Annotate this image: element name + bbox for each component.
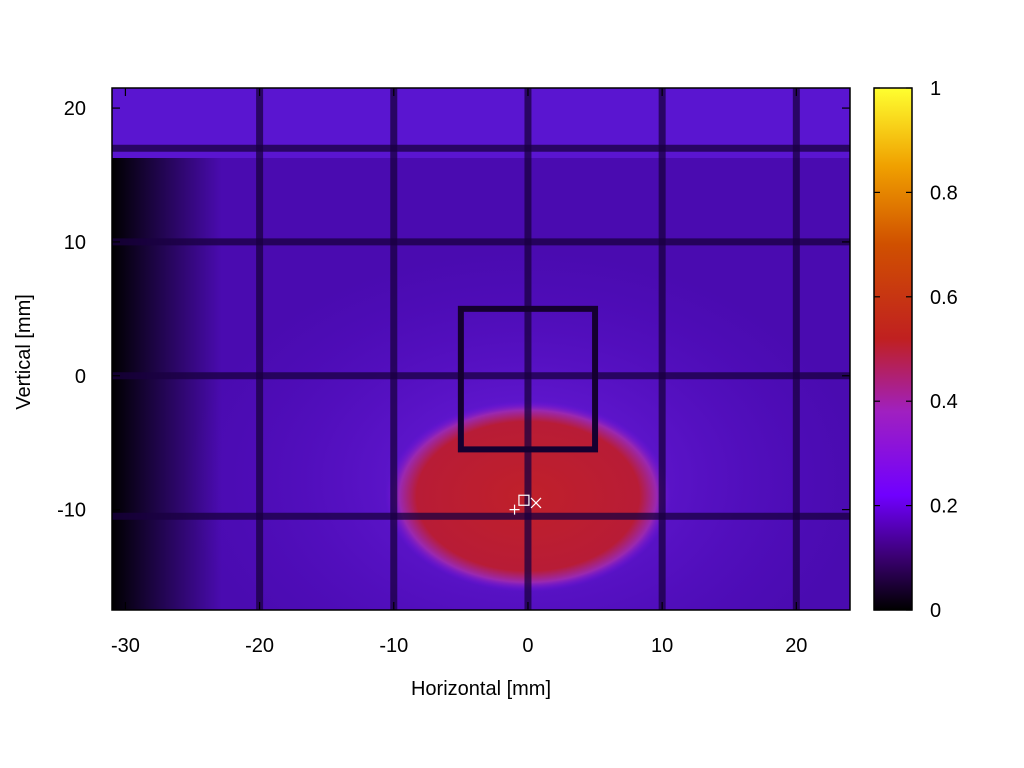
y-axis: -10 0 10 20 [57,98,850,522]
shadow-grid-horizontal [112,144,850,520]
y-tick-label: 10 [64,232,86,254]
x-tick-label: -30 [111,635,140,657]
heatmap-plot-area [112,88,850,610]
y-tick-label: -10 [57,500,86,522]
colorbar-tick-label: 0.6 [930,287,958,309]
x-tick-label: -20 [245,635,274,657]
marker-square [518,494,530,506]
marker-group [509,494,542,515]
x-axis-title: Horizontal [mm] [411,678,551,700]
y-axis-title: Vertical [mm] [13,294,35,410]
colorbar-tick-label: 1 [930,78,941,100]
x-tick-label: -10 [379,635,408,657]
x-axis: -30 -20 -10 0 10 20 [111,88,807,657]
y-tick-label: 20 [64,98,86,120]
inner-square-frame [457,305,599,453]
x-tick-label: 10 [651,635,673,657]
colorbar-ticks: 0 0.2 0.4 0.6 0.8 1 [874,78,958,622]
colorbar-tick-label: 0.4 [930,391,958,413]
colorbar-tick-label: 0.8 [930,182,958,204]
x-tick-label: 20 [785,635,807,657]
x-tick-label: 0 [522,635,533,657]
marker-cross [530,497,542,509]
colorbar-tick-label: 0.2 [930,496,958,518]
shadow-grid-vertical [256,88,800,610]
colorbar-tick-label: 0 [930,600,941,622]
colorbar [873,87,913,611]
marker-plus [509,504,520,515]
plot-frame [111,87,851,611]
y-tick-label: 0 [75,366,86,388]
